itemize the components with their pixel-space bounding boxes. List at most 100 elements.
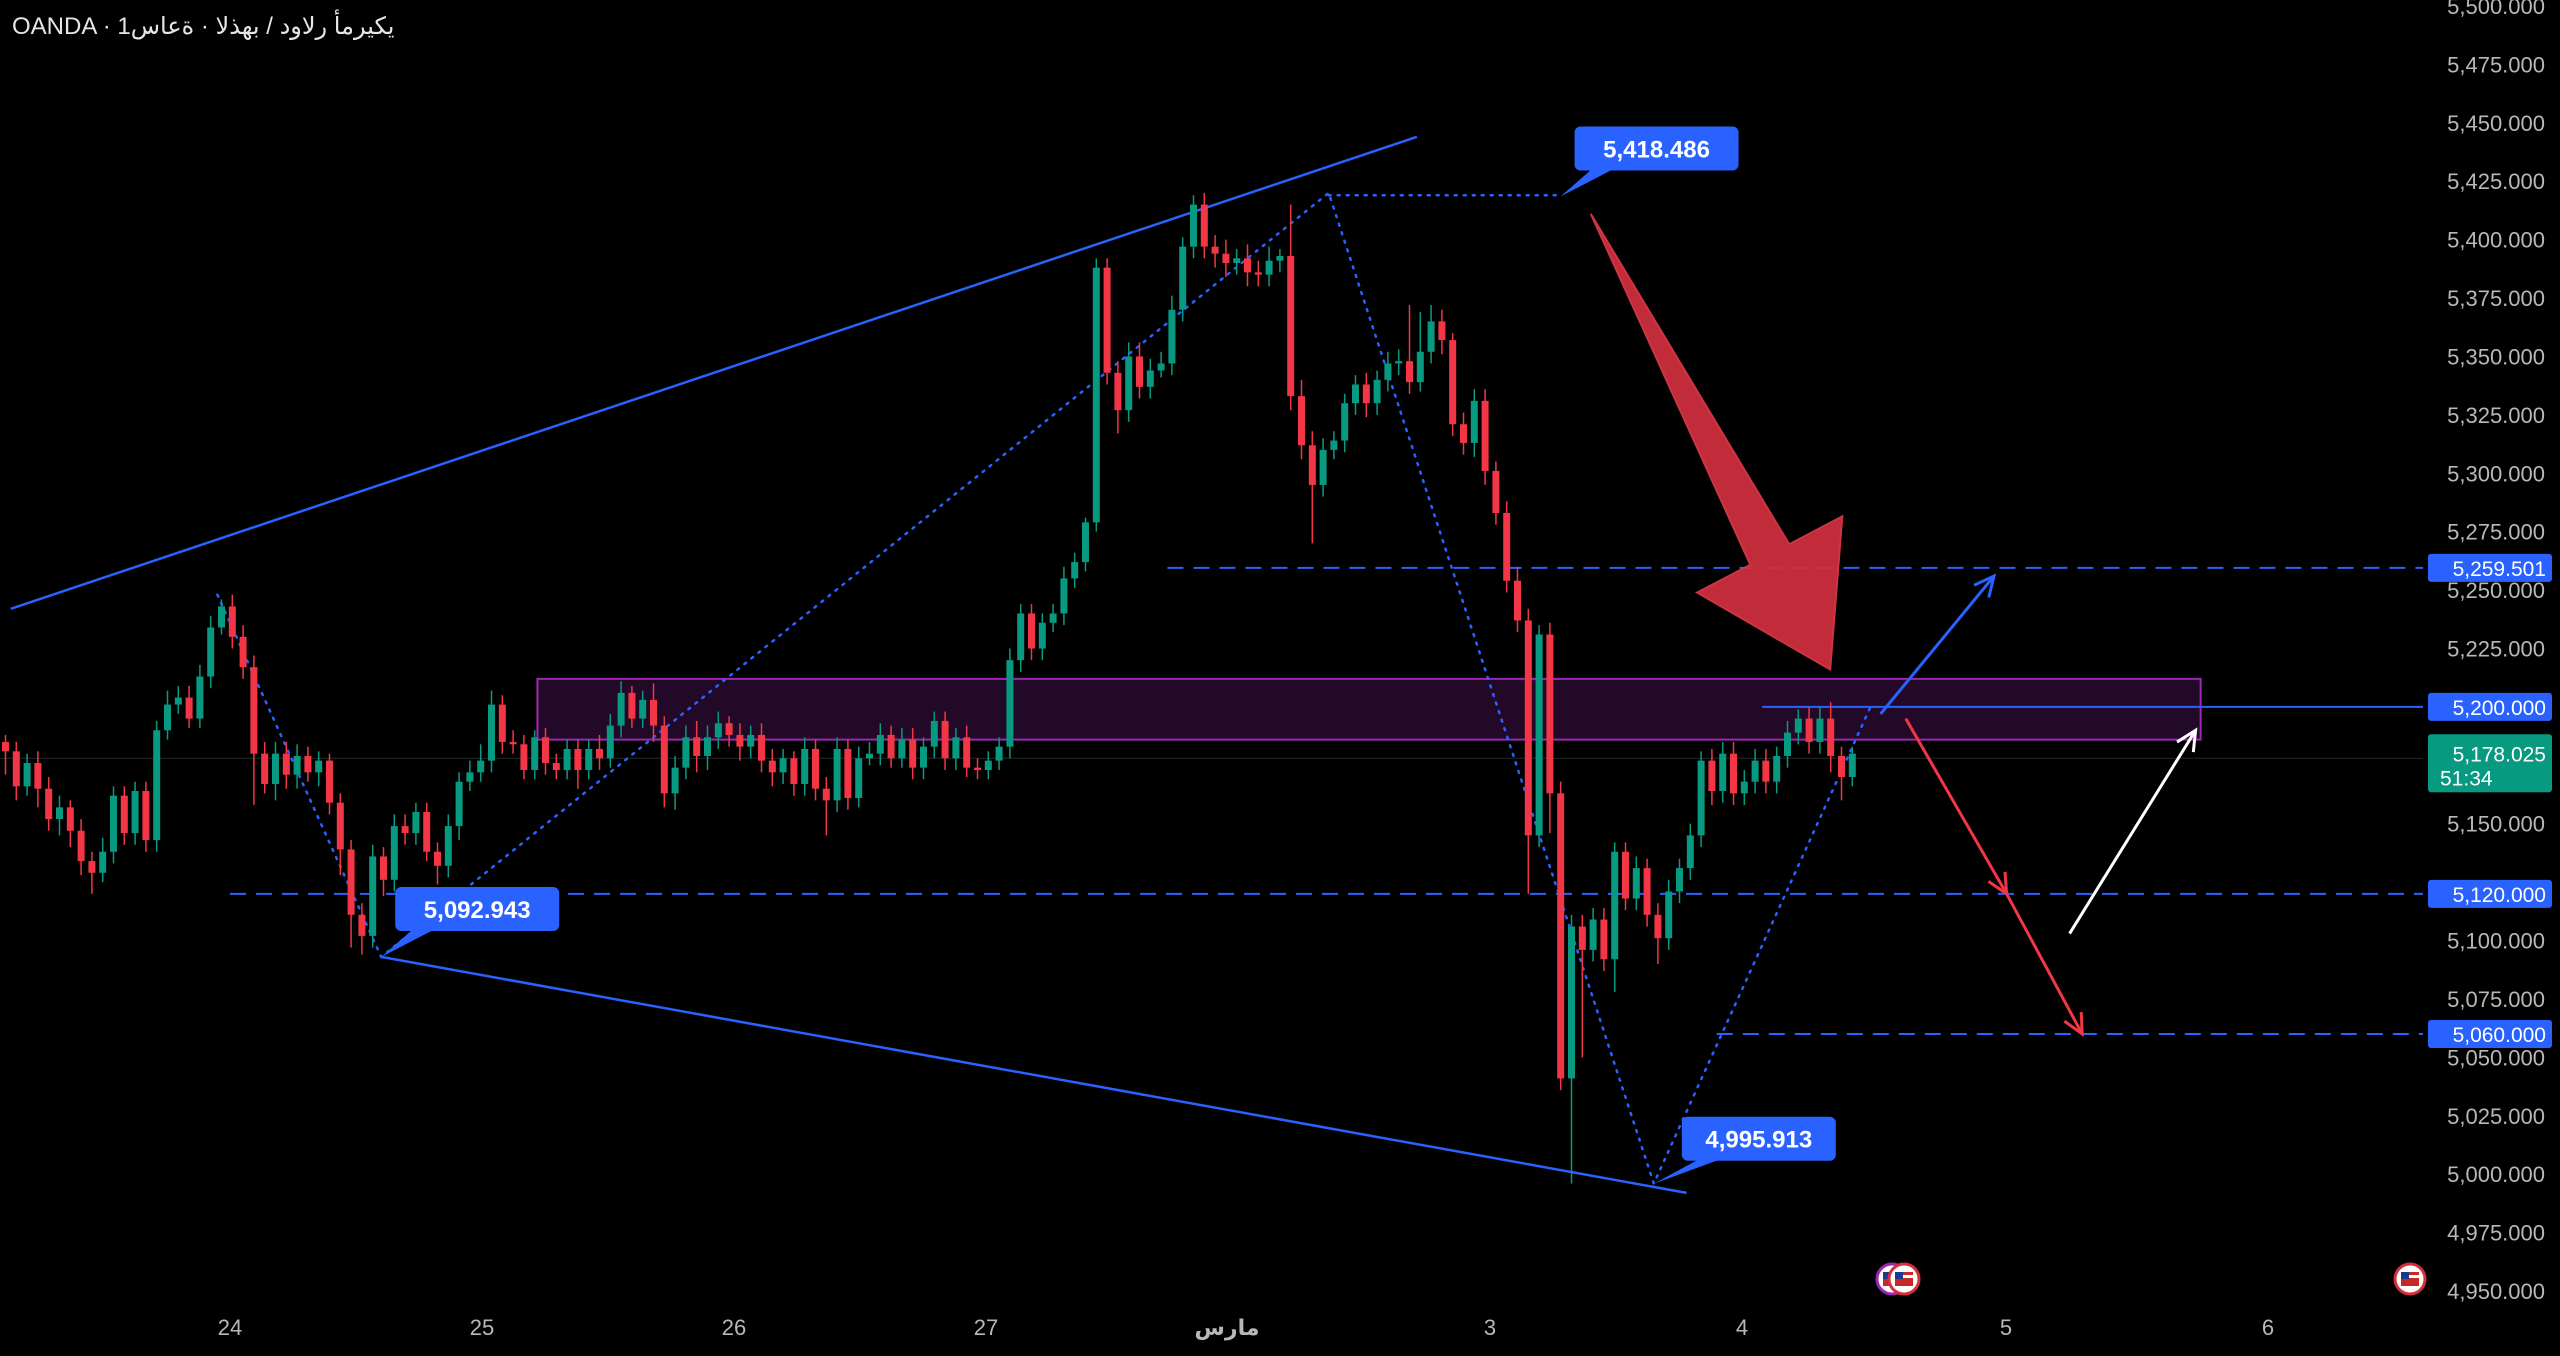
candle-body	[995, 746, 1003, 761]
candle-body	[898, 739, 906, 759]
scenario-arrow-0[interactable]	[1879, 573, 1997, 715]
candle-body	[974, 767, 981, 770]
candle-body	[1244, 258, 1251, 273]
candle-body	[606, 725, 614, 759]
scenario-arrow-3[interactable]	[2068, 727, 2198, 935]
candle	[833, 737, 841, 813]
candle	[466, 760, 474, 792]
y-tick-label: 5,050.000	[2447, 1045, 2545, 1070]
candle-body	[801, 748, 809, 785]
candle	[1654, 903, 1662, 964]
candle-body	[639, 699, 647, 719]
candle-body	[466, 772, 474, 782]
candle	[984, 751, 992, 780]
candle-body	[434, 851, 441, 866]
scenario-arrow-shaft	[2005, 893, 2084, 1035]
candle	[1762, 748, 1770, 794]
candle	[1686, 823, 1694, 880]
price-tag[interactable]: 5,418.486	[1560, 126, 1739, 197]
candle	[1168, 295, 1176, 376]
candle	[1827, 702, 1835, 773]
candle-body	[1168, 309, 1176, 364]
candle	[1427, 305, 1435, 364]
candle-body	[1632, 868, 1640, 899]
candle-body	[110, 795, 117, 852]
price-tag[interactable]: 5,092.943	[381, 887, 560, 958]
candle-body	[790, 758, 798, 785]
candle-body	[23, 762, 31, 787]
trendline-lower[interactable]	[380, 955, 1687, 1195]
price-tag-pointer	[1653, 1158, 1722, 1184]
candle-body	[1265, 260, 1273, 275]
candle	[1060, 566, 1068, 626]
candle	[1308, 431, 1316, 544]
candle	[1838, 746, 1845, 801]
candle	[1146, 358, 1154, 399]
candle	[1622, 842, 1629, 911]
candle-body	[714, 723, 722, 738]
candle-body	[1557, 793, 1565, 1079]
candle	[1038, 613, 1046, 661]
candle	[1103, 258, 1111, 385]
x-tick-label: مارس	[1195, 1315, 1260, 1340]
candle	[380, 847, 387, 897]
candle	[88, 851, 96, 894]
candle-body	[1384, 363, 1392, 380]
candle	[1006, 648, 1014, 759]
y-tick-label: 5,150.000	[2447, 812, 2545, 837]
y-tick-label: 4,950.000	[2447, 1279, 2545, 1304]
candle	[596, 734, 603, 770]
candle	[1546, 622, 1554, 834]
candle-body	[585, 748, 593, 770]
level-tag[interactable]: 5,200.000	[2428, 692, 2552, 721]
candle-body	[207, 627, 215, 677]
candle	[131, 781, 139, 845]
candle	[1319, 438, 1327, 497]
us-flag-event-icon[interactable]	[1887, 1262, 1921, 1296]
candle-body	[736, 734, 744, 747]
candle	[1352, 375, 1359, 415]
candle	[812, 739, 819, 801]
candle-body	[941, 720, 949, 759]
candle	[1514, 566, 1521, 633]
candle	[1114, 361, 1122, 434]
scenario-arrow-2[interactable]	[2005, 893, 2084, 1038]
candle	[585, 739, 593, 780]
candle-body	[1125, 356, 1133, 411]
x-tick-label: 27	[974, 1315, 998, 1340]
candle-body	[250, 667, 258, 754]
y-tick-label: 5,250.000	[2447, 578, 2545, 603]
candle	[1503, 501, 1511, 593]
candle	[1287, 204, 1295, 411]
candle	[1611, 842, 1619, 992]
candle-body	[1362, 384, 1370, 404]
candle-body	[1103, 267, 1111, 373]
candle-body	[1470, 400, 1478, 443]
trendline-upper[interactable]	[10, 135, 1418, 610]
supply-zone[interactable]	[536, 677, 2202, 741]
candle	[1481, 389, 1489, 485]
candle	[1233, 248, 1241, 275]
candle	[606, 713, 614, 768]
candle-body	[1319, 449, 1327, 485]
candle	[736, 723, 744, 761]
level-tag[interactable]: 5,060.000	[2428, 1020, 2552, 1048]
candle-body	[920, 746, 927, 768]
price-tag[interactable]: 4,995.913	[1653, 1116, 1836, 1184]
candle-body	[1222, 253, 1230, 263]
candle	[1244, 244, 1251, 287]
level-tag[interactable]: 5,259.501	[2428, 553, 2552, 582]
us-flag-event-icon[interactable]	[2393, 1262, 2427, 1296]
y-tick-label: 5,325.000	[2447, 403, 2545, 428]
level-tag[interactable]: 5,120.000	[2428, 879, 2552, 908]
scenario-arrow-1[interactable]	[1904, 717, 2009, 897]
candle-body	[1352, 384, 1359, 404]
candle-body	[347, 849, 355, 915]
candle-body	[1038, 622, 1046, 649]
candle	[1125, 342, 1133, 422]
big-down-arrow[interactable]	[1589, 213, 1844, 672]
candle	[347, 840, 355, 948]
